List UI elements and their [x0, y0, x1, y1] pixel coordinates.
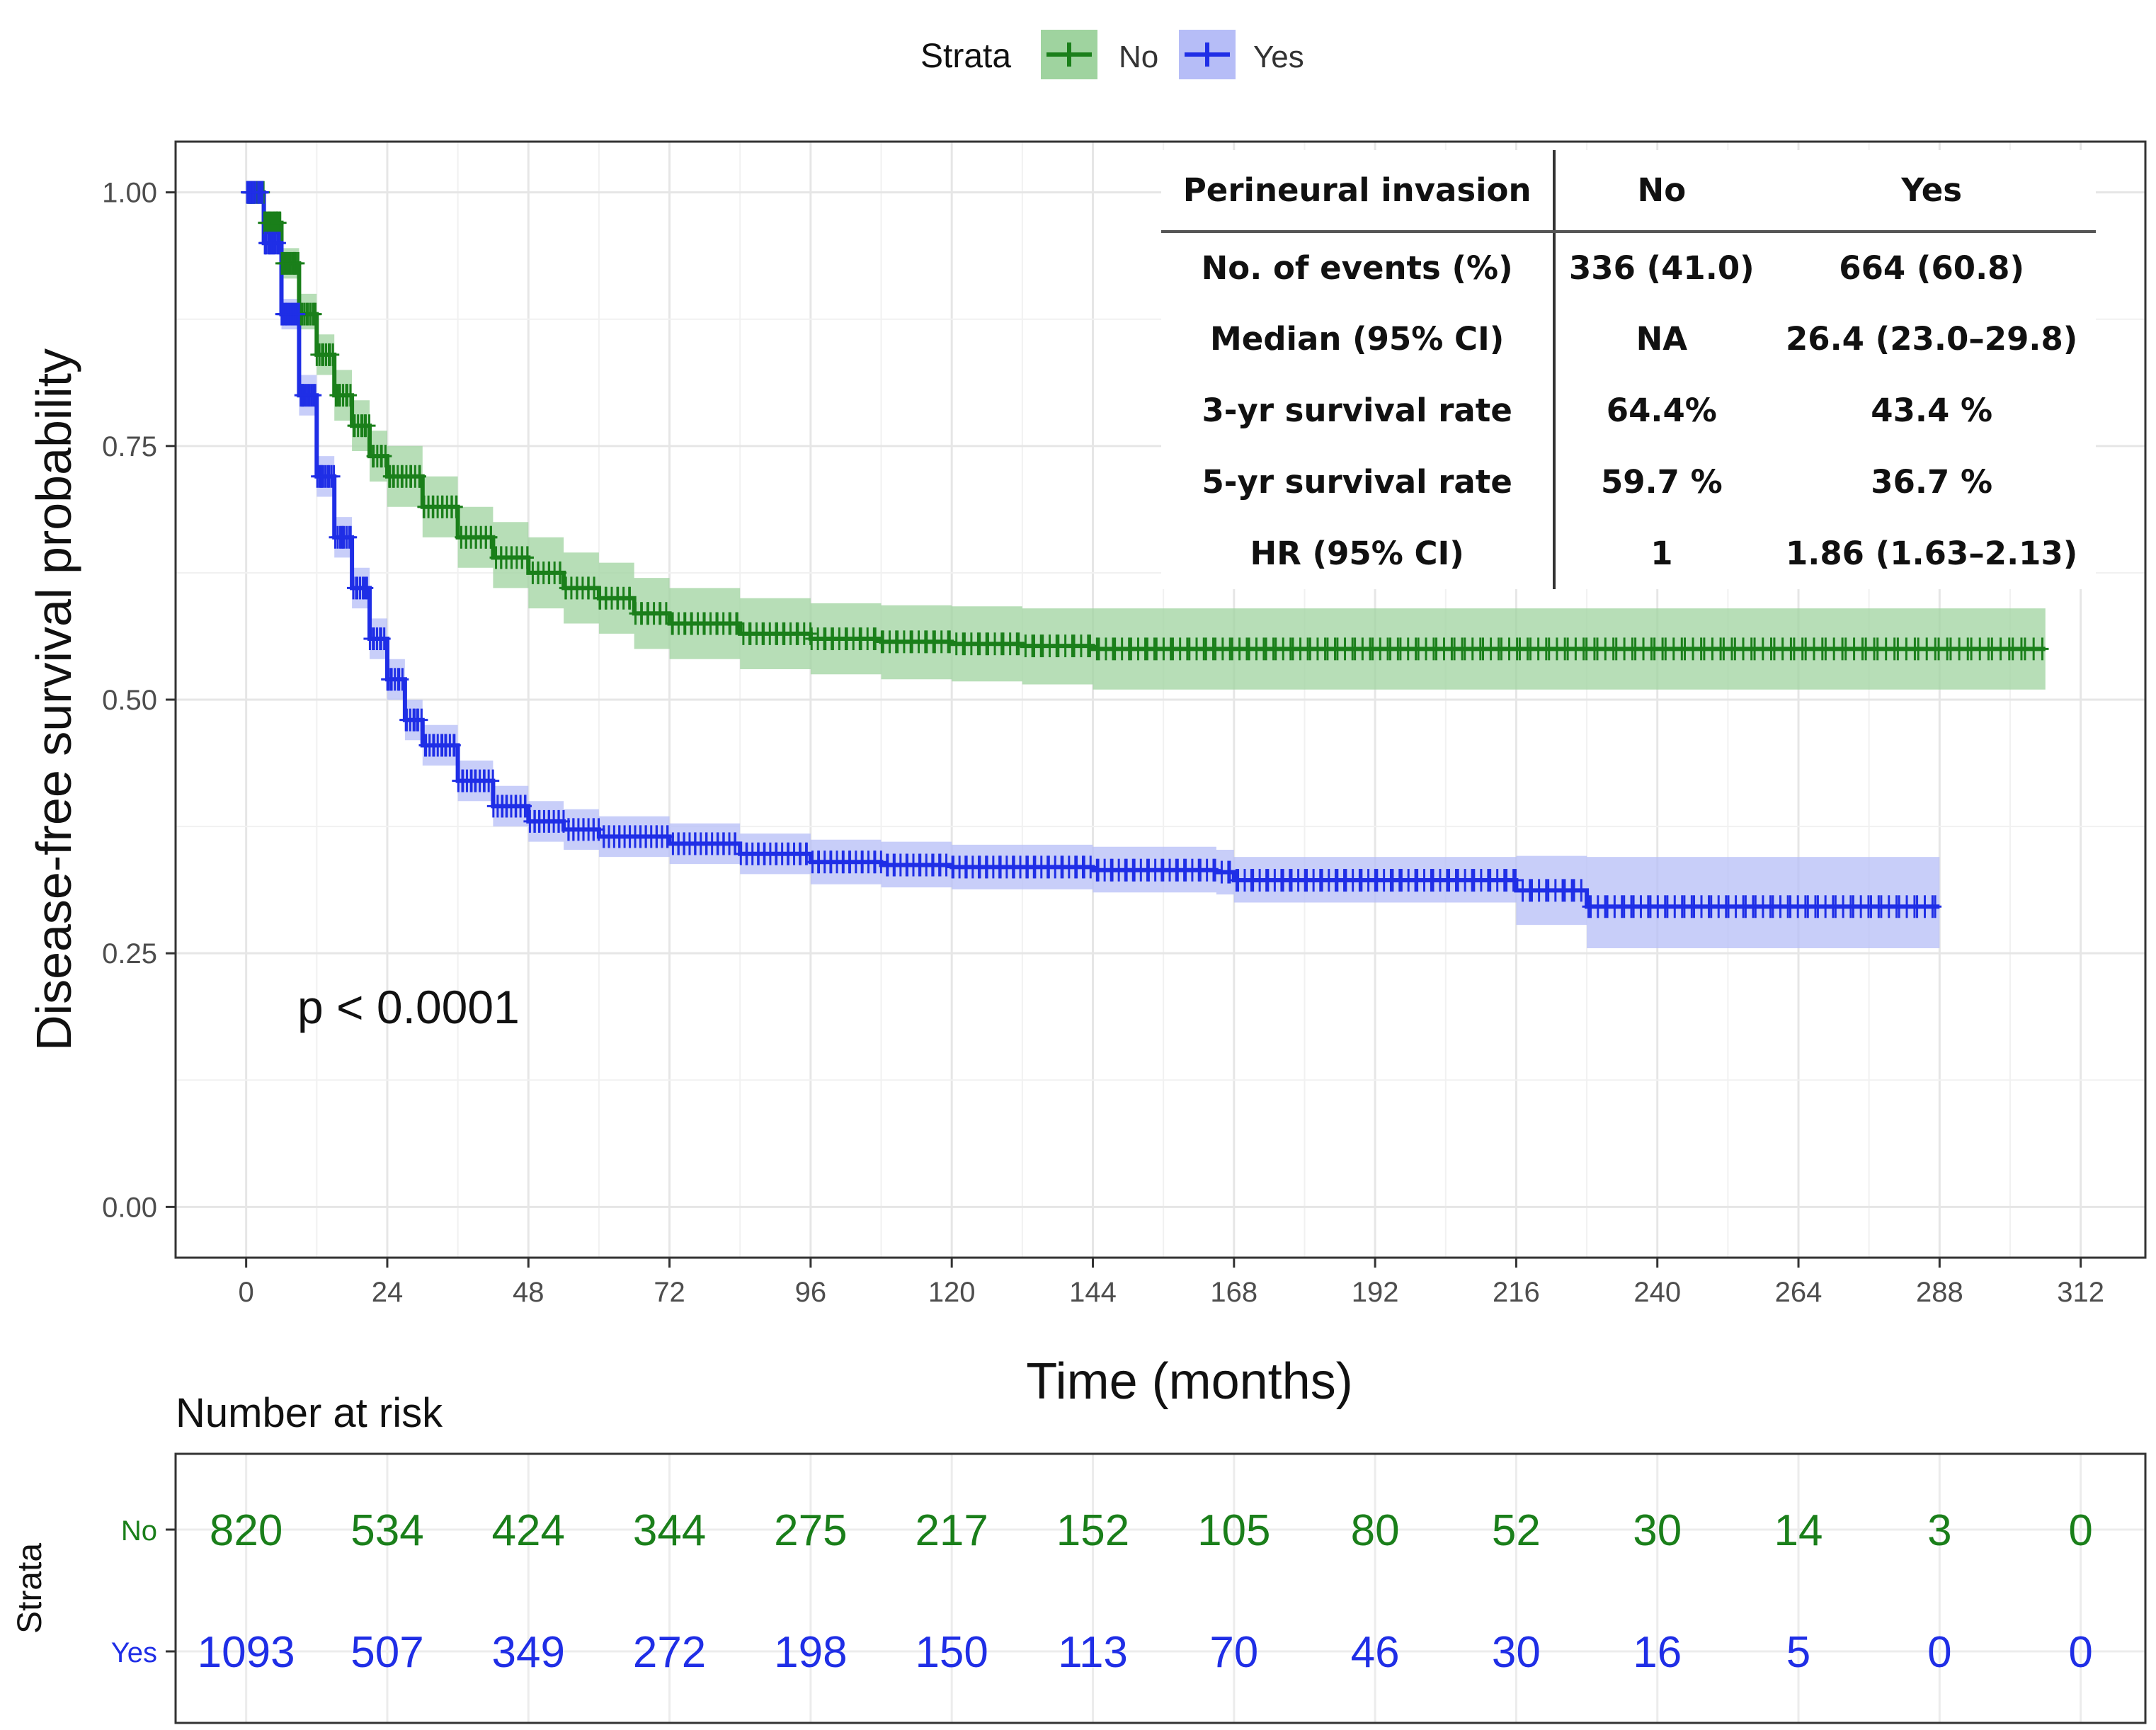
risk-table-ylabel: Strata	[11, 1543, 49, 1634]
summary-cell-yes: 36.7 %	[1871, 463, 1993, 501]
risk-count: 820	[210, 1506, 283, 1555]
x-tick-label: 120	[928, 1277, 976, 1308]
x-tick-label: 24	[372, 1277, 404, 1308]
summary-cell-no: 64.4%	[1606, 392, 1717, 429]
x-tick-label: 240	[1633, 1277, 1681, 1308]
x-axis-label: Time (months)	[1026, 1353, 1352, 1410]
risk-count: 46	[1351, 1628, 1400, 1677]
risk-table-title: Number at risk	[176, 1390, 443, 1436]
summary-row-3yr: 3-yr survival rate 64.4% 43.4 %	[1161, 375, 2096, 446]
risk-count: 52	[1492, 1506, 1541, 1555]
censor-marks	[241, 181, 2049, 918]
summary-cell-yes: 43.4 %	[1871, 392, 1993, 429]
risk-count: 14	[1774, 1506, 1823, 1555]
risk-row-label-yes: Yes	[111, 1637, 157, 1668]
risk-count: 217	[915, 1506, 988, 1555]
risk-table-grid	[176, 1454, 2145, 1723]
summary-cell-label: Median (95% CI)	[1161, 303, 1556, 375]
summary-cell-label: HR (95% CI)	[1161, 518, 1556, 589]
risk-count: 0	[1927, 1628, 1951, 1677]
summary-header-variable: Perineural invasion	[1161, 150, 1556, 233]
risk-count: 105	[1197, 1506, 1270, 1555]
risk-count: 275	[774, 1506, 847, 1555]
x-axis: 0 24 48 72 96 120 144 168 192 216 240 264 288 312	[239, 1258, 2104, 1308]
risk-count: 198	[774, 1628, 847, 1677]
risk-table-panel	[176, 1454, 2145, 1723]
risk-count: 70	[1209, 1628, 1258, 1677]
risk-count: 152	[1056, 1506, 1129, 1555]
summary-cell-yes: 1.86 (1.63–2.13)	[1785, 535, 2078, 572]
legend-label-yes: Yes	[1253, 40, 1304, 74]
y-axis-label: Disease-free survival probability	[26, 348, 81, 1051]
summary-cell-yes: 26.4 (23.0–29.8)	[1785, 320, 2078, 358]
risk-count: 30	[1492, 1628, 1541, 1677]
risk-count: 113	[1058, 1628, 1128, 1677]
risk-count: 5	[1786, 1628, 1810, 1677]
grid	[176, 142, 2145, 1258]
risk-count: 1093	[198, 1628, 295, 1677]
y-axis: 0.00 0.25 0.50 0.75 1.00	[102, 178, 176, 1223]
risk-count: 3	[1927, 1506, 1951, 1555]
y-tick-label: 1.00	[102, 178, 157, 209]
risk-count: 272	[633, 1628, 706, 1677]
legend-title: Strata	[920, 38, 1011, 75]
risk-count: 16	[1633, 1628, 1682, 1677]
risk-table-border	[174, 1452, 2147, 1724]
x-tick-label: 144	[1069, 1277, 1117, 1308]
risk-count: 349	[492, 1628, 565, 1677]
summary-header-yes: Yes	[1767, 150, 2096, 233]
risk-count: 30	[1633, 1506, 1682, 1555]
risk-row-label-no: No	[121, 1515, 157, 1547]
summary-cell-no: 336 (41.0)	[1568, 249, 1755, 287]
x-tick-label: 288	[1916, 1277, 1963, 1308]
risk-count: 150	[915, 1628, 988, 1677]
legend-label-no: No	[1119, 40, 1158, 74]
summary-row-5yr: 5-yr survival rate 59.7 % 36.7 %	[1161, 446, 2096, 518]
x-tick-label: 0	[239, 1277, 254, 1308]
summary-row-hr: HR (95% CI) 1 1.86 (1.63–2.13)	[1161, 518, 2096, 589]
x-tick-label: 264	[1775, 1277, 1823, 1308]
summary-cell-label: 5-yr survival rate	[1161, 446, 1556, 518]
y-tick-label: 0.00	[102, 1192, 157, 1223]
summary-table: Perineural invasion No Yes No. of events…	[1161, 150, 2096, 589]
risk-count: 344	[633, 1506, 706, 1555]
summary-cell-label: No. of events (%)	[1161, 232, 1556, 303]
summary-header-no: No	[1554, 150, 1768, 233]
summary-row-median: Median (95% CI) NA 26.4 (23.0–29.8)	[1161, 303, 2096, 375]
x-tick-label: 48	[513, 1277, 544, 1308]
summary-cell-no: 59.7 %	[1600, 463, 1723, 501]
summary-header-row: Perineural invasion No Yes	[1161, 150, 2096, 233]
risk-count: 0	[2068, 1628, 2092, 1677]
x-tick-label: 72	[654, 1277, 685, 1308]
summary-cell-no: 1	[1650, 535, 1673, 572]
legend: Strata No Yes	[920, 30, 1304, 79]
summary-row-events: No. of events (%) 336 (41.0) 664 (60.8)	[1161, 232, 2096, 303]
y-tick-label: 0.25	[102, 938, 157, 969]
risk-count: 424	[492, 1506, 565, 1555]
risk-count: 0	[2068, 1506, 2092, 1555]
x-tick-label: 168	[1210, 1277, 1257, 1308]
p-value-annotation: p < 0.0001	[297, 981, 520, 1033]
summary-cell-yes: 664 (60.8)	[1839, 249, 2025, 287]
x-tick-label: 96	[795, 1277, 827, 1308]
risk-count: 80	[1351, 1506, 1400, 1555]
x-tick-label: 312	[2057, 1277, 2104, 1308]
confidence-band-yes	[246, 192, 1940, 949]
summary-cell-label: 3-yr survival rate	[1161, 375, 1556, 446]
x-tick-label: 216	[1493, 1277, 1540, 1308]
risk-count: 534	[350, 1506, 423, 1555]
y-tick-label: 0.50	[102, 685, 157, 716]
y-tick-label: 0.75	[102, 431, 157, 462]
summary-cell-no: NA	[1636, 320, 1688, 358]
risk-count: 507	[350, 1628, 423, 1677]
x-tick-label: 192	[1352, 1277, 1399, 1308]
